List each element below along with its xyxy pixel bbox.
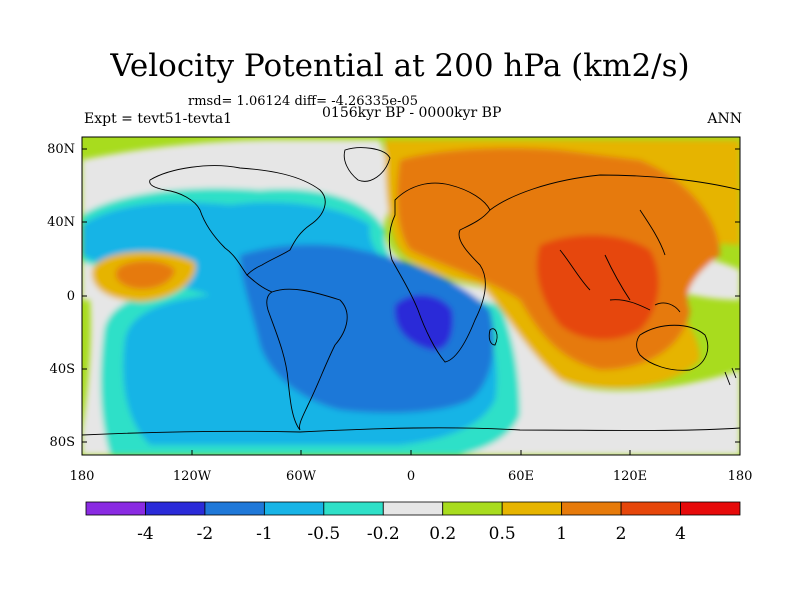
colorbar-swatch (442, 501, 503, 516)
colorbar-label: 4 (675, 524, 686, 544)
colorbar-swatch (85, 501, 146, 516)
lat-tick-80s: 80S (50, 435, 75, 450)
coastlines (82, 147, 740, 436)
colorbar-swatch (501, 501, 563, 516)
lon-tick-120w: 120W (173, 469, 212, 484)
lon-tick-0: 0 (407, 469, 415, 484)
lon-axis (81, 450, 741, 455)
colorbar-label: -1 (256, 524, 273, 544)
colorbar-swatch (680, 501, 741, 516)
colorbar-label: -0.5 (307, 524, 340, 544)
colorbar-swatch (323, 501, 384, 516)
lon-tick-120e: 120E (613, 469, 647, 484)
colorbar-label: -4 (137, 524, 154, 544)
lon-tick-60e: 60E (508, 469, 534, 484)
colorbar-label: 0.2 (429, 524, 456, 544)
period-label: 0156kyr BP - 0000kyr BP (322, 105, 502, 121)
colorbar-label: -2 (197, 524, 214, 544)
lat-tick-0: 0 (67, 289, 75, 304)
lat-tick-40n: 40N (47, 215, 75, 230)
lat-tick-80n: 80N (47, 142, 75, 157)
lon-tick-180e: 180 (728, 469, 753, 484)
lon-tick-60w: 60W (286, 469, 317, 484)
colorbar: -4 -2 -1 -0.5 -0.2 0.2 0.5 1 2 4 (85, 501, 741, 544)
colorbar-swatch (263, 501, 325, 516)
colorbar-label: -0.2 (367, 524, 400, 544)
colorbar-swatch (561, 501, 622, 516)
colorbar-swatch (145, 501, 206, 516)
colorbar-label: 1 (556, 524, 567, 544)
colorbar-swatch (382, 501, 444, 516)
colorbar-swatch (620, 501, 681, 516)
colorbar-label: 2 (616, 524, 627, 544)
map-title: Velocity Potential at 200 hPa (km2/s) (110, 48, 690, 84)
colorbar-label: 0.5 (489, 524, 516, 544)
lat-axis (82, 148, 740, 443)
contour-field (82, 137, 740, 455)
stats-label: rmsd= 1.06124 diff= -4.26335e-05 (188, 94, 418, 109)
lat-tick-40s: 40S (50, 362, 75, 377)
season-label: ANN (707, 111, 742, 127)
lon-tick-180w: 180 (70, 469, 95, 484)
experiment-label: Expt = tevt51-tevta1 (84, 111, 233, 127)
colorbar-swatch (204, 501, 265, 516)
